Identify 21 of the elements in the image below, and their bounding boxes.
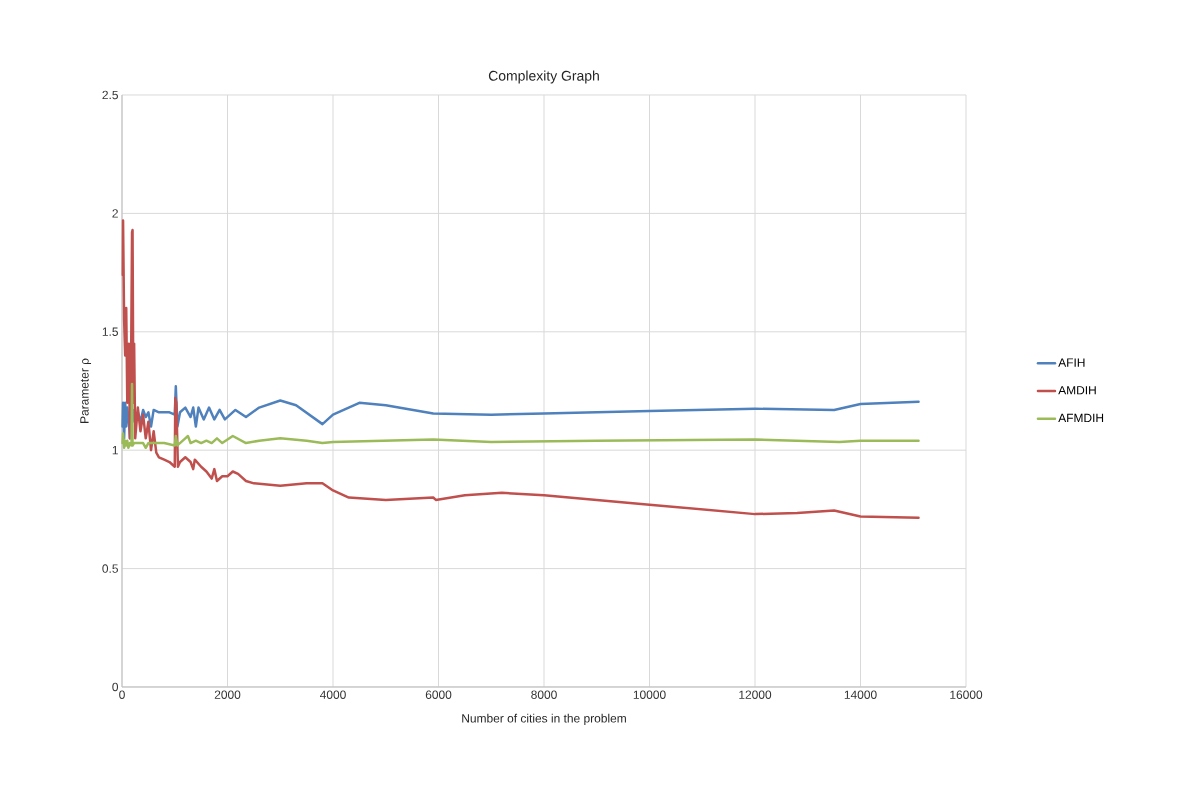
legend-label: AFIH (1058, 358, 1085, 367)
x-tick-label: 4000 (319, 690, 346, 699)
x-tick-label: 6000 (425, 690, 452, 699)
x-axis-title: Number of cities in the problem (462, 713, 626, 725)
y-tick-label: 2 (112, 209, 118, 218)
y-tick-label: 2.5 (102, 90, 118, 100)
legend-label: AFMDIH (1058, 413, 1104, 423)
y-axis-title: Parameter ρ (80, 358, 92, 423)
y-tick-label: 0.5 (102, 564, 118, 573)
x-tick-label: 8000 (531, 690, 557, 699)
legend-label: AMDIH (1058, 386, 1096, 395)
x-tick-label: 16000 (950, 690, 983, 699)
y-tick-label: 1.5 (102, 327, 118, 336)
x-tick-label: 0 (119, 690, 125, 699)
x-tick-label: 2000 (214, 690, 241, 699)
x-tick-label: 14000 (844, 690, 877, 699)
x-tick-label: 10000 (633, 690, 666, 699)
chart-title: Complexity Graph (488, 70, 599, 84)
y-tick-label: 0 (112, 682, 119, 692)
x-tick-label: 12000 (739, 690, 772, 699)
y-tick-label: 1 (112, 446, 118, 455)
